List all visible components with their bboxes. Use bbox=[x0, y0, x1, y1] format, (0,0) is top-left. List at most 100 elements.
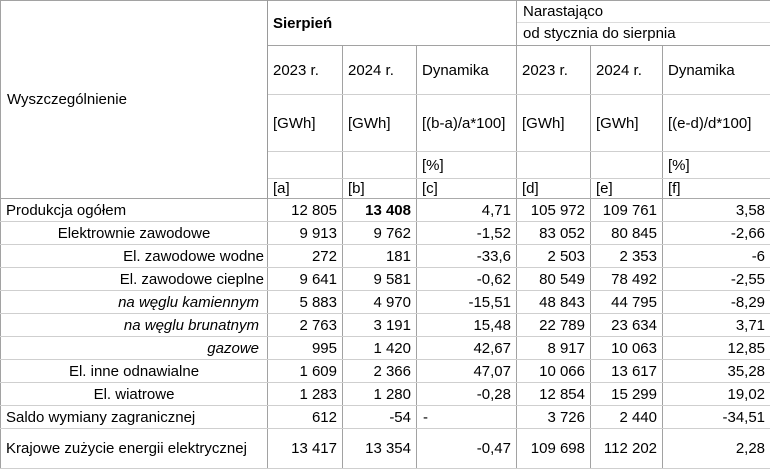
row-label: gazowe bbox=[1, 337, 268, 360]
value-aug-2024: 3 191 bbox=[343, 314, 417, 337]
value-cum-dynamika: 3,58 bbox=[663, 199, 770, 222]
value-aug-dynamika: -33,6 bbox=[417, 245, 517, 268]
value-aug-dynamika: - bbox=[417, 406, 517, 429]
value-cum-2024: 78 492 bbox=[591, 268, 663, 291]
cumulative-title-line1: Narastająco bbox=[517, 1, 770, 23]
value-cum-2023: 80 549 bbox=[517, 268, 591, 291]
row-label: El. inne odnawialne bbox=[1, 360, 268, 383]
table-row-na-weglu-brunatnym: na węglu brunatnym 2 763 3 191 15,48 22 … bbox=[1, 314, 770, 337]
value-cum-2023: 3 726 bbox=[517, 406, 591, 429]
value-cum-2023: 109 698 bbox=[517, 429, 591, 469]
value-cum-2024: 2 440 bbox=[591, 406, 663, 429]
table-row-el-zawodowe-cieplne: El. zawodowe cieplne 9 641 9 581 -0,62 8… bbox=[1, 268, 770, 291]
value-aug-2024: 1 280 bbox=[343, 383, 417, 406]
cumulative-title-line2: od stycznia do sierpnia bbox=[517, 23, 770, 45]
value-cum-dynamika: -6 bbox=[663, 245, 770, 268]
value-aug-2023: 9 913 bbox=[268, 222, 343, 245]
column-header-cum-dynamika: Dynamika bbox=[663, 46, 770, 95]
value-aug-2023: 612 bbox=[268, 406, 343, 429]
formula-august: [(b-a)/a*100] bbox=[417, 95, 517, 152]
ref-e: [e] bbox=[591, 179, 663, 199]
percent-august: [%] bbox=[417, 152, 517, 179]
table-row-gazowe: gazowe 995 1 420 42,67 8 917 10 063 12,8… bbox=[1, 337, 770, 360]
value-aug-2023: 13 417 bbox=[268, 429, 343, 469]
value-cum-2024: 2 353 bbox=[591, 245, 663, 268]
value-cum-2023: 83 052 bbox=[517, 222, 591, 245]
column-header-aug-2024: 2024 r. bbox=[343, 46, 417, 95]
row-label: El. zawodowe cieplne bbox=[1, 268, 268, 291]
row-label: Krajowe zużycie energii elektrycznej bbox=[1, 429, 268, 469]
value-cum-dynamika: 3,71 bbox=[663, 314, 770, 337]
table-row-saldo-wymiany: Saldo wymiany zagranicznej 612 -54 - 3 7… bbox=[1, 406, 770, 429]
row-label: na węglu brunatnym bbox=[1, 314, 268, 337]
formula-cumulative: [(e-d)/d*100] bbox=[663, 95, 770, 152]
value-cum-2024: 13 617 bbox=[591, 360, 663, 383]
value-cum-dynamika: 2,28 bbox=[663, 429, 770, 469]
percent-cumulative: [%] bbox=[663, 152, 770, 179]
value-cum-2023: 48 843 bbox=[517, 291, 591, 314]
value-cum-2023: 22 789 bbox=[517, 314, 591, 337]
table-row-krajowe-zuzycie: Krajowe zużycie energii elektrycznej 13 … bbox=[1, 429, 770, 469]
value-aug-2023: 1 283 bbox=[268, 383, 343, 406]
value-aug-2024: 9 581 bbox=[343, 268, 417, 291]
value-cum-2024: 109 761 bbox=[591, 199, 663, 222]
ref-b: [b] bbox=[343, 179, 417, 199]
value-cum-2024: 112 202 bbox=[591, 429, 663, 469]
value-cum-dynamika: -2,55 bbox=[663, 268, 770, 291]
value-aug-2024: 9 762 bbox=[343, 222, 417, 245]
column-header-specification: Wyszczególnienie bbox=[1, 1, 268, 199]
ref-c: [c] bbox=[417, 179, 517, 199]
value-aug-2024: 1 420 bbox=[343, 337, 417, 360]
value-cum-dynamika: -2,66 bbox=[663, 222, 770, 245]
table-row-el-wiatrowe: El. wiatrowe 1 283 1 280 -0,28 12 854 15… bbox=[1, 383, 770, 406]
value-aug-dynamika: 42,67 bbox=[417, 337, 517, 360]
value-aug-2024: 181 bbox=[343, 245, 417, 268]
row-label: na węglu kamiennym bbox=[1, 291, 268, 314]
table-row-elektrownie-zawodowe: Elektrownie zawodowe 9 913 9 762 -1,52 8… bbox=[1, 222, 770, 245]
empty-cell bbox=[343, 152, 417, 179]
value-cum-2024: 44 795 bbox=[591, 291, 663, 314]
row-label: Produkcja ogółem bbox=[1, 199, 268, 222]
value-cum-2023: 105 972 bbox=[517, 199, 591, 222]
table-row-el-inne-odnawialne: El. inne odnawialne 1 609 2 366 47,07 10… bbox=[1, 360, 770, 383]
column-header-august: Sierpień bbox=[268, 1, 517, 46]
unit-gwh-e: [GWh] bbox=[591, 95, 663, 152]
value-cum-2024: 80 845 bbox=[591, 222, 663, 245]
empty-cell bbox=[591, 152, 663, 179]
header-section-row: Wyszczególnienie Sierpień Narastająco od… bbox=[1, 1, 770, 46]
value-aug-2024: -54 bbox=[343, 406, 417, 429]
column-header-cum-2023: 2023 r. bbox=[517, 46, 591, 95]
value-cum-2024: 15 299 bbox=[591, 383, 663, 406]
table-row-el-zawodowe-wodne: El. zawodowe wodne 272 181 -33,6 2 503 2… bbox=[1, 245, 770, 268]
value-aug-2023: 272 bbox=[268, 245, 343, 268]
column-header-cumulative: Narastająco od stycznia do sierpnia bbox=[517, 1, 770, 46]
value-aug-dynamika: -0,28 bbox=[417, 383, 517, 406]
value-aug-2024: 13 408 bbox=[343, 199, 417, 222]
value-cum-2023: 8 917 bbox=[517, 337, 591, 360]
table-row-produkcja-ogolem: Produkcja ogółem 12 805 13 408 4,71 105 … bbox=[1, 199, 770, 222]
value-aug-2024: 2 366 bbox=[343, 360, 417, 383]
value-aug-dynamika: -1,52 bbox=[417, 222, 517, 245]
ref-f: [f] bbox=[663, 179, 770, 199]
value-cum-2023: 12 854 bbox=[517, 383, 591, 406]
value-aug-2023: 12 805 bbox=[268, 199, 343, 222]
value-aug-2023: 2 763 bbox=[268, 314, 343, 337]
value-aug-dynamika: -0,62 bbox=[417, 268, 517, 291]
column-header-aug-dynamika: Dynamika bbox=[417, 46, 517, 95]
value-cum-2024: 23 634 bbox=[591, 314, 663, 337]
value-aug-2023: 1 609 bbox=[268, 360, 343, 383]
value-cum-2024: 10 063 bbox=[591, 337, 663, 360]
row-label: El. zawodowe wodne bbox=[1, 245, 268, 268]
value-cum-dynamika: 19,02 bbox=[663, 383, 770, 406]
value-aug-2023: 995 bbox=[268, 337, 343, 360]
value-cum-2023: 2 503 bbox=[517, 245, 591, 268]
empty-cell bbox=[268, 152, 343, 179]
ref-a: [a] bbox=[268, 179, 343, 199]
value-aug-dynamika: 15,48 bbox=[417, 314, 517, 337]
row-label: El. wiatrowe bbox=[1, 383, 268, 406]
value-cum-dynamika: 12,85 bbox=[663, 337, 770, 360]
value-aug-2023: 5 883 bbox=[268, 291, 343, 314]
unit-gwh-b: [GWh] bbox=[343, 95, 417, 152]
